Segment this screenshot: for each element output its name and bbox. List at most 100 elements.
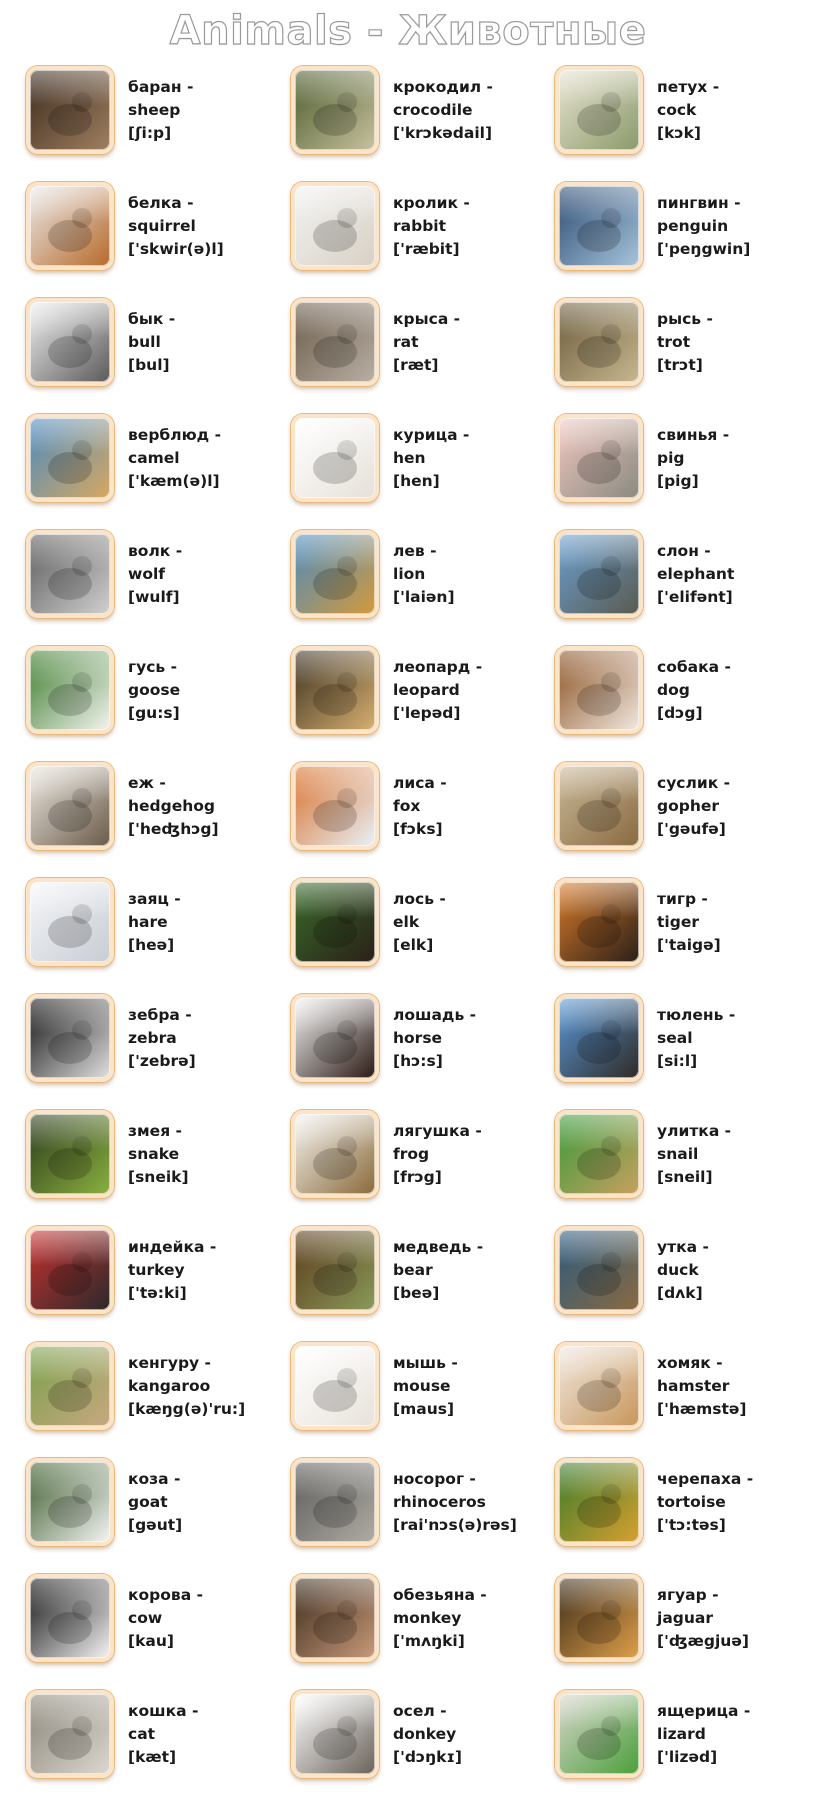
transcription: ['elifənt] bbox=[657, 588, 733, 606]
russian-word: змея - bbox=[128, 1122, 182, 1140]
transcription: [heə] bbox=[128, 936, 175, 954]
english-word: goat bbox=[128, 1493, 168, 1511]
animal-card: курица - hen [hen] bbox=[285, 412, 549, 528]
monkey-photo-icon bbox=[291, 1574, 379, 1662]
english-word: gopher bbox=[657, 797, 720, 815]
animal-card: обезьяна - monkey ['mʌŋki] bbox=[285, 1572, 549, 1688]
animal-card: лошадь - horse [hɔ:s] bbox=[285, 992, 549, 1108]
animal-card: волк - wolf [wulf] bbox=[20, 528, 285, 644]
transcription: ['tə:ki] bbox=[128, 1284, 187, 1302]
english-word: fox bbox=[393, 797, 421, 815]
elephant-photo-icon bbox=[555, 530, 643, 618]
english-word: tiger bbox=[657, 913, 699, 931]
animal-words: свинья - pig [pig] bbox=[657, 424, 729, 493]
russian-word: бык - bbox=[128, 310, 176, 328]
transcription: [ræt] bbox=[393, 356, 439, 374]
russian-word: кенгуру - bbox=[128, 1354, 211, 1372]
russian-word: верблюд - bbox=[128, 426, 222, 444]
squirrel-photo-icon bbox=[26, 182, 114, 270]
russian-word: рысь - bbox=[657, 310, 713, 328]
english-word: cock bbox=[657, 101, 697, 119]
english-word: snake bbox=[128, 1145, 180, 1163]
english-word: pig bbox=[657, 449, 685, 467]
english-word: elephant bbox=[657, 565, 735, 583]
animal-card: рысь - trot [trɔt] bbox=[549, 296, 810, 412]
animal-words: осел - donkey ['dɔŋkɪ] bbox=[393, 1700, 462, 1769]
russian-word: курица - bbox=[393, 426, 470, 444]
animal-card: крокодил - crocodile ['krɔkədail] bbox=[285, 64, 549, 180]
transcription: ['dɔŋkɪ] bbox=[393, 1748, 462, 1766]
frog-photo-icon bbox=[291, 1110, 379, 1198]
horse-photo-icon bbox=[291, 994, 379, 1082]
english-word: seal bbox=[657, 1029, 693, 1047]
animal-words: тигр - tiger ['taigə] bbox=[657, 888, 721, 957]
russian-word: еж - bbox=[128, 774, 166, 792]
transcription: [kɔk] bbox=[657, 124, 701, 142]
animal-words: заяц - hare [heə] bbox=[128, 888, 181, 957]
snail-photo-icon bbox=[555, 1110, 643, 1198]
english-word: hare bbox=[128, 913, 168, 931]
animal-words: суслик - gopher ['gəufə] bbox=[657, 772, 730, 841]
russian-word: кошка - bbox=[128, 1702, 199, 1720]
animal-card: индейка - turkey ['tə:ki] bbox=[20, 1224, 285, 1340]
russian-word: баран - bbox=[128, 78, 194, 96]
russian-word: индейка - bbox=[128, 1238, 217, 1256]
animal-card: леопард - leopard ['lepəd] bbox=[285, 644, 549, 760]
bull-photo-icon bbox=[26, 298, 114, 386]
transcription: [elk] bbox=[393, 936, 434, 954]
animal-words: еж - hedgehog ['heʤhɔg] bbox=[128, 772, 219, 841]
gopher-photo-icon bbox=[555, 762, 643, 850]
penguin-photo-icon bbox=[555, 182, 643, 270]
english-word: donkey bbox=[393, 1725, 457, 1743]
russian-word: лошадь - bbox=[393, 1006, 477, 1024]
russian-word: ягуар - bbox=[657, 1586, 719, 1604]
animal-card: зебра - zebra ['zebrə] bbox=[20, 992, 285, 1108]
hare-photo-icon bbox=[26, 878, 114, 966]
english-word: squirrel bbox=[128, 217, 196, 235]
russian-word: медведь - bbox=[393, 1238, 484, 1256]
donkey-photo-icon bbox=[291, 1690, 379, 1778]
english-word: duck bbox=[657, 1261, 699, 1279]
russian-word: корова - bbox=[128, 1586, 204, 1604]
tiger-photo-icon bbox=[555, 878, 643, 966]
animal-words: хомяк - hamster ['hæmstə] bbox=[657, 1352, 747, 1421]
rat-photo-icon bbox=[291, 298, 379, 386]
animal-words: лягушка - frog [frɔg] bbox=[393, 1120, 482, 1189]
transcription: ['lizəd] bbox=[657, 1748, 718, 1766]
animal-card: ящерица - lizard ['lizəd] bbox=[549, 1688, 810, 1804]
english-word: crocodile bbox=[393, 101, 473, 119]
english-word: tortoise bbox=[657, 1493, 726, 1511]
wolf-photo-icon bbox=[26, 530, 114, 618]
animal-words: кенгуру - kangaroo [kæŋg(ə)'ru:] bbox=[128, 1352, 245, 1421]
animal-words: черепаха - tortoise ['tɔ:təs] bbox=[657, 1468, 753, 1537]
transcription: [ʃi:p] bbox=[128, 124, 172, 142]
transcription: ['ʤægjuə] bbox=[657, 1632, 749, 1650]
english-word: goose bbox=[128, 681, 181, 699]
animal-card: крыса - rat [ræt] bbox=[285, 296, 549, 412]
russian-word: черепаха - bbox=[657, 1470, 754, 1488]
russian-word: лев - bbox=[393, 542, 437, 560]
animal-words: лиса - fox [fɔks] bbox=[393, 772, 447, 841]
animal-words: мышь - mouse [maus] bbox=[393, 1352, 458, 1421]
animal-words: ящерица - lizard ['lizəd] bbox=[657, 1700, 750, 1769]
animal-words: гусь - goose [gu:s] bbox=[128, 656, 180, 725]
tortoise-photo-icon bbox=[555, 1458, 643, 1546]
animal-card: петух - cock [kɔk] bbox=[549, 64, 810, 180]
russian-word: леопард - bbox=[393, 658, 483, 676]
russian-word: тигр - bbox=[657, 890, 708, 908]
animal-card: осел - donkey ['dɔŋkɪ] bbox=[285, 1688, 549, 1804]
russian-word: зебра - bbox=[128, 1006, 192, 1024]
english-word: leopard bbox=[393, 681, 460, 699]
zebra-photo-icon bbox=[26, 994, 114, 1082]
animal-card: свинья - pig [pig] bbox=[549, 412, 810, 528]
animal-words: ягуар - jaguar ['ʤægjuə] bbox=[657, 1584, 749, 1653]
leopard-photo-icon bbox=[291, 646, 379, 734]
russian-word: белка - bbox=[128, 194, 194, 212]
animal-words: змея - snake [sneik] bbox=[128, 1120, 189, 1189]
transcription: ['mʌŋki] bbox=[393, 1632, 465, 1650]
english-word: wolf bbox=[128, 565, 166, 583]
hen-photo-icon bbox=[291, 414, 379, 502]
russian-word: заяц - bbox=[128, 890, 181, 908]
pig-photo-icon bbox=[555, 414, 643, 502]
transcription: [beə] bbox=[393, 1284, 440, 1302]
